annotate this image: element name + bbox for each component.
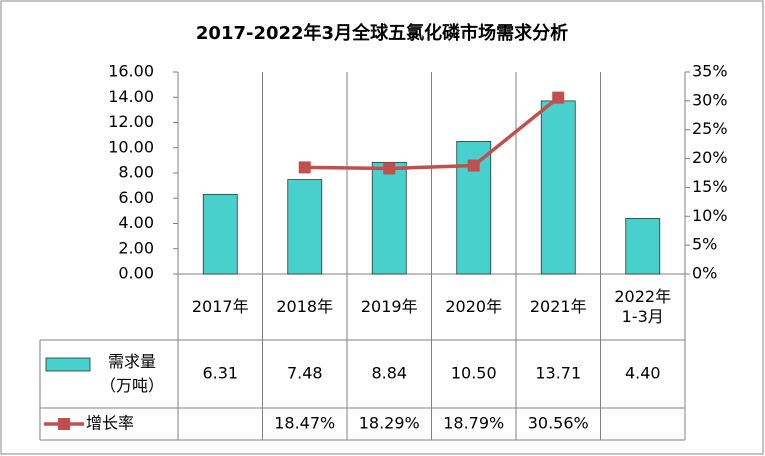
- data-label: 7.48: [287, 364, 323, 383]
- y2-tick-label: 0%: [692, 264, 717, 283]
- marker: [552, 91, 565, 104]
- y-tick-label: 2.00: [118, 238, 154, 257]
- legend-label: 需求量（万吨）: [100, 352, 164, 395]
- y-tick-label: 12.00: [108, 112, 154, 131]
- y-tick-label: 4.00: [118, 213, 154, 232]
- line: [304, 96, 560, 171]
- data-label: 18.29%: [359, 414, 420, 433]
- marker: [298, 161, 311, 174]
- data-label: 13.71: [535, 364, 581, 383]
- data-label: 6.31: [202, 364, 238, 383]
- bar: [540, 100, 576, 275]
- x-tick-label: 2017年: [192, 297, 249, 316]
- marker: [383, 162, 396, 175]
- chart-title: 2017-2022年3月全球五氯化磷市场需求分析: [196, 22, 568, 44]
- data-label: 18.79%: [443, 414, 504, 433]
- legend-marker: [58, 418, 70, 430]
- legend-label: 增长率: [86, 414, 134, 433]
- marker: [467, 159, 480, 172]
- y-tick-label: 8.00: [118, 163, 154, 182]
- y2-tick-label: 25%: [692, 119, 728, 138]
- legend-swatch: [45, 357, 91, 372]
- bar: [625, 218, 661, 275]
- bar: [202, 193, 238, 275]
- y-tick-label: 0.00: [118, 264, 154, 283]
- y-tick-label: 6.00: [118, 188, 154, 207]
- x-tick-label: 2019年: [361, 297, 418, 316]
- data-label: 4.40: [625, 364, 661, 383]
- x-tick-label: 2020年: [445, 297, 502, 316]
- data-label: 10.50: [451, 364, 497, 383]
- bar: [371, 161, 407, 275]
- y2-tick-label: 5%: [692, 235, 717, 254]
- x-tick-label: 2018年: [276, 297, 333, 316]
- y2-tick-label: 30%: [692, 90, 728, 109]
- x-tick-label: 2021年: [530, 297, 587, 316]
- y-tick-label: 14.00: [108, 87, 154, 106]
- x-tick-label: 2022年 1-3月: [614, 287, 671, 326]
- y-tick-label: 10.00: [108, 137, 154, 156]
- y2-tick-label: 35%: [692, 62, 728, 81]
- data-label: 18.47%: [274, 414, 335, 433]
- data-label: 30.56%: [528, 414, 589, 433]
- y-tick-label: 16.00: [108, 62, 154, 81]
- y2-tick-label: 20%: [692, 148, 728, 167]
- y2-tick-label: 10%: [692, 206, 728, 225]
- y2-tick-label: 15%: [692, 177, 728, 196]
- bar: [287, 179, 323, 275]
- data-label: 8.84: [371, 364, 407, 383]
